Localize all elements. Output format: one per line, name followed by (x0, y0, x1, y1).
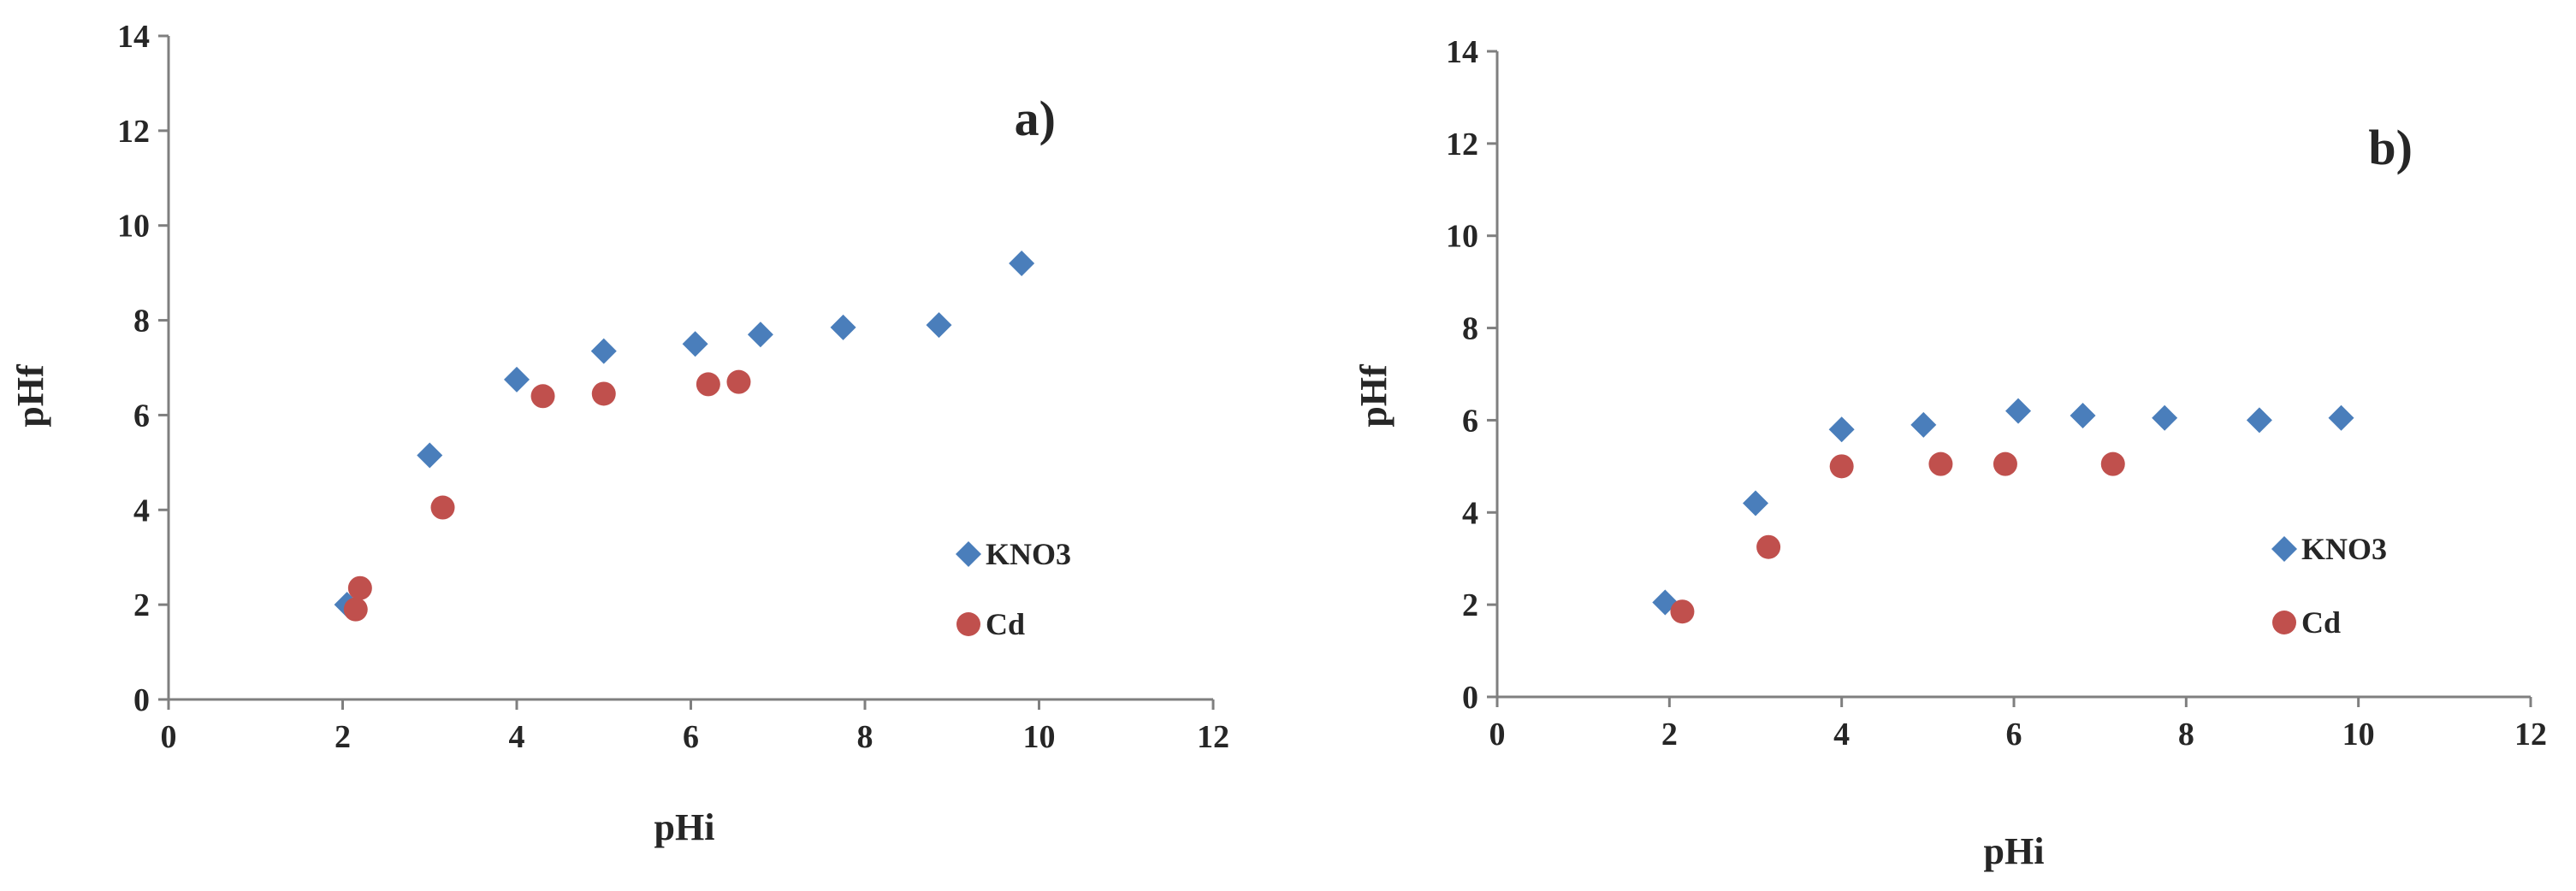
y-tick-label: 8 (1462, 311, 1478, 347)
data-point-cd (430, 495, 455, 520)
data-point-cd (1829, 454, 1854, 479)
x-tick-label: 12 (2514, 717, 2547, 752)
y-tick-label: 4 (1462, 495, 1478, 531)
data-point-cd (726, 369, 751, 394)
y-tick-label: 2 (1462, 587, 1478, 623)
x-tick-label: 0 (161, 719, 177, 755)
legend-item-cd: Cd (2272, 605, 2341, 640)
x-tick-label: 4 (509, 719, 525, 755)
y-tick-label: 10 (1446, 219, 1478, 255)
y-tick-label: 6 (1462, 403, 1478, 439)
x-tick-label: 12 (1197, 719, 1229, 755)
x-axis-title-a: pHi (654, 806, 715, 848)
legend-label-kno3: KNO3 (2301, 532, 2387, 566)
legend-marker-cd (2272, 611, 2296, 634)
legend-marker-kno3 (2271, 536, 2297, 562)
chart-panel-a: a) pHf pHi 0 2 4 6 8 10 12 14 0 2 4 6 8 10 12 KNO3 Cd (9, 19, 1229, 848)
y-tick-label: 10 (117, 209, 150, 245)
x-tick-label: 6 (2006, 717, 2022, 752)
y-tick-label: 4 (133, 493, 150, 528)
y-tick-label: 2 (133, 587, 150, 623)
data-point-cd (1928, 451, 1953, 476)
x-tick-label: 6 (683, 719, 699, 755)
data-point-kno3 (2328, 404, 2354, 431)
data-point-cd (347, 575, 372, 600)
legend-item-kno3: KNO3 (2271, 532, 2387, 566)
data-point-kno3 (2005, 398, 2032, 424)
y-tick-label: 14 (1446, 34, 1478, 70)
data-point-kno3 (2152, 404, 2178, 431)
data-point-kno3 (1828, 416, 1855, 443)
legend-item-cd: Cd (956, 607, 1025, 641)
data-point-kno3 (590, 338, 617, 364)
chart-panel-b: b) pHf pHi 0 2 4 6 8 10 12 14 0 2 4 6 8 10 12 KNO3 Cd (1353, 34, 2547, 872)
y-tick-label: 12 (117, 114, 150, 150)
data-point-cd (343, 597, 368, 622)
panel-label-a: a) (1015, 91, 1056, 146)
data-point-cd (1756, 534, 1781, 559)
data-point-cd (591, 381, 616, 406)
x-tick-label: 10 (2342, 717, 2375, 752)
data-point-kno3 (1910, 411, 1937, 438)
legend-item-kno3: KNO3 (956, 537, 1071, 571)
data-point-kno3 (926, 312, 952, 339)
legend-label-kno3: KNO3 (986, 537, 1071, 571)
data-point-kno3 (1743, 490, 1768, 516)
x-tick-label: 8 (857, 719, 873, 755)
x-tick-label: 10 (1023, 719, 1056, 755)
data-point-cd (1670, 599, 1695, 624)
data-point-kno3 (2246, 407, 2272, 434)
legend-marker-kno3 (956, 541, 981, 567)
data-point-cd (530, 384, 555, 409)
x-tick-label: 2 (1661, 717, 1678, 752)
y-tick-label: 0 (133, 682, 150, 718)
y-tick-label: 6 (133, 398, 150, 434)
legend-label-cd: Cd (2301, 605, 2341, 640)
legend-label-cd: Cd (986, 607, 1025, 641)
data-point-kno3 (747, 322, 773, 348)
y-axis-title-a: pHf (9, 363, 51, 428)
data-point-kno3 (682, 331, 708, 357)
x-tick-label: 4 (1833, 717, 1850, 752)
y-tick-label: 14 (117, 19, 150, 55)
data-point-kno3 (504, 366, 530, 392)
x-tick-label: 2 (335, 719, 351, 755)
data-point-cd (2100, 451, 2125, 476)
y-tick-label: 8 (133, 304, 150, 339)
data-point-cd (696, 372, 720, 397)
data-point-kno3 (1009, 251, 1035, 277)
data-point-cd (1993, 451, 2017, 476)
y-tick-label: 12 (1446, 127, 1478, 162)
data-point-kno3 (2070, 403, 2096, 429)
legend-marker-cd (956, 612, 980, 636)
data-point-kno3 (830, 314, 856, 340)
y-tick-label: 0 (1462, 680, 1478, 716)
data-point-kno3 (417, 442, 443, 469)
x-tick-label: 0 (1489, 717, 1506, 752)
panel-label-b: b) (2368, 120, 2413, 175)
x-tick-label: 8 (2178, 717, 2194, 752)
y-axis-title-b: pHf (1353, 363, 1395, 428)
x-axis-title-b: pHi (1984, 830, 2045, 872)
